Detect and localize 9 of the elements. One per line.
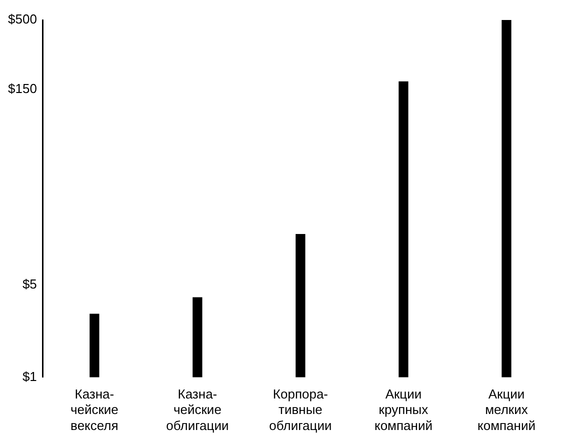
- x-tick-label: Казна- чейские векселя: [70, 386, 118, 433]
- x-tick-label: Акции мелких компаний: [478, 386, 536, 433]
- x-tick-label: Акции крупных компаний: [374, 386, 432, 433]
- y-tick-label: $1: [22, 368, 37, 384]
- x-tick-label: Казна- чейские облигации: [166, 386, 229, 433]
- x-tick-label: Корпора- тивные облигации: [269, 386, 332, 433]
- y-tick-label: $5: [22, 276, 37, 292]
- y-tick-label: $150: [8, 80, 37, 96]
- y-tick-label: $500: [8, 12, 37, 27]
